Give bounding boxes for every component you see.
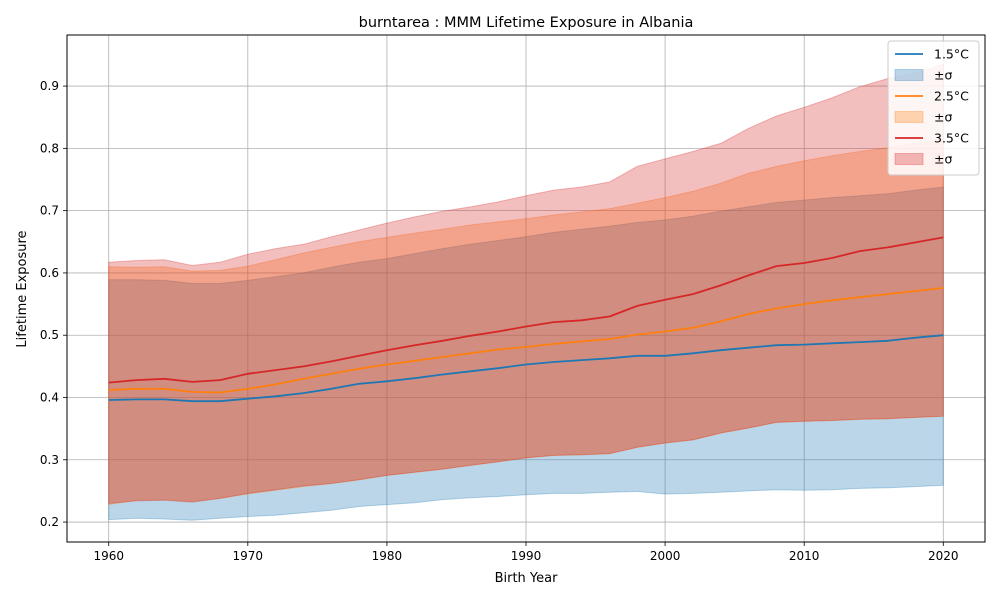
legend-band-swatch [894, 153, 924, 165]
mean-lines [108, 236, 944, 403]
legend-band-swatch [894, 69, 924, 81]
legend-series-label: 1.5°C [934, 47, 969, 62]
legend-band-label: ±σ [934, 110, 952, 125]
sigma-band-2 [108, 138, 944, 506]
x-tick-label: 2020 [928, 549, 959, 563]
x-tick-label: 2000 [650, 549, 681, 563]
x-tick-label: 1960 [93, 549, 124, 563]
mean-line-3 [108, 236, 944, 384]
y-axis-label: Lifetime Exposure [15, 230, 30, 347]
y-tick-label: 0.3 [40, 453, 59, 467]
x-tick-label: 1970 [233, 549, 264, 563]
x-axis-label: Birth Year [495, 571, 559, 586]
y-tick-label: 0.8 [40, 141, 59, 155]
sigma-band-3 [108, 63, 944, 504]
legend-band-swatch [894, 111, 924, 123]
y-tick-label: 0.2 [40, 515, 59, 529]
sigma-band-1 [108, 186, 944, 521]
legend-band-label: ±σ [934, 68, 952, 83]
legend-series-label: 3.5°C [934, 131, 969, 146]
grid [67, 35, 985, 542]
y-tick-label: 0.6 [40, 266, 59, 280]
chart-title: burntarea : MMM Lifetime Exposure in Alb… [359, 15, 694, 31]
y-tick-label: 0.7 [40, 204, 59, 218]
legend: 1.5°C ±σ 2.5°C ±σ 3.5°C ±σ [887, 40, 980, 176]
y-tick-label: 0.5 [40, 328, 59, 342]
x-tick-label: 1980 [372, 549, 403, 563]
legend-band-label: ±σ [934, 152, 952, 167]
x-tick-label: 2010 [789, 549, 820, 563]
mean-line-1 [108, 334, 944, 403]
y-tick-label: 0.4 [40, 390, 59, 404]
legend-box [887, 40, 980, 176]
y-tick-label: 0.9 [40, 79, 59, 93]
legend-series-label: 2.5°C [934, 89, 969, 104]
y-axis-ticks: 0.2 0.3 0.4 0.5 0.6 0.7 0.8 0.9 [40, 79, 67, 529]
x-tick-label: 1990 [511, 549, 542, 563]
x-axis-ticks: 1960 1970 1980 1990 2000 2010 2020 [93, 542, 959, 563]
sigma-bands [108, 63, 944, 521]
mean-line-2 [108, 287, 944, 394]
